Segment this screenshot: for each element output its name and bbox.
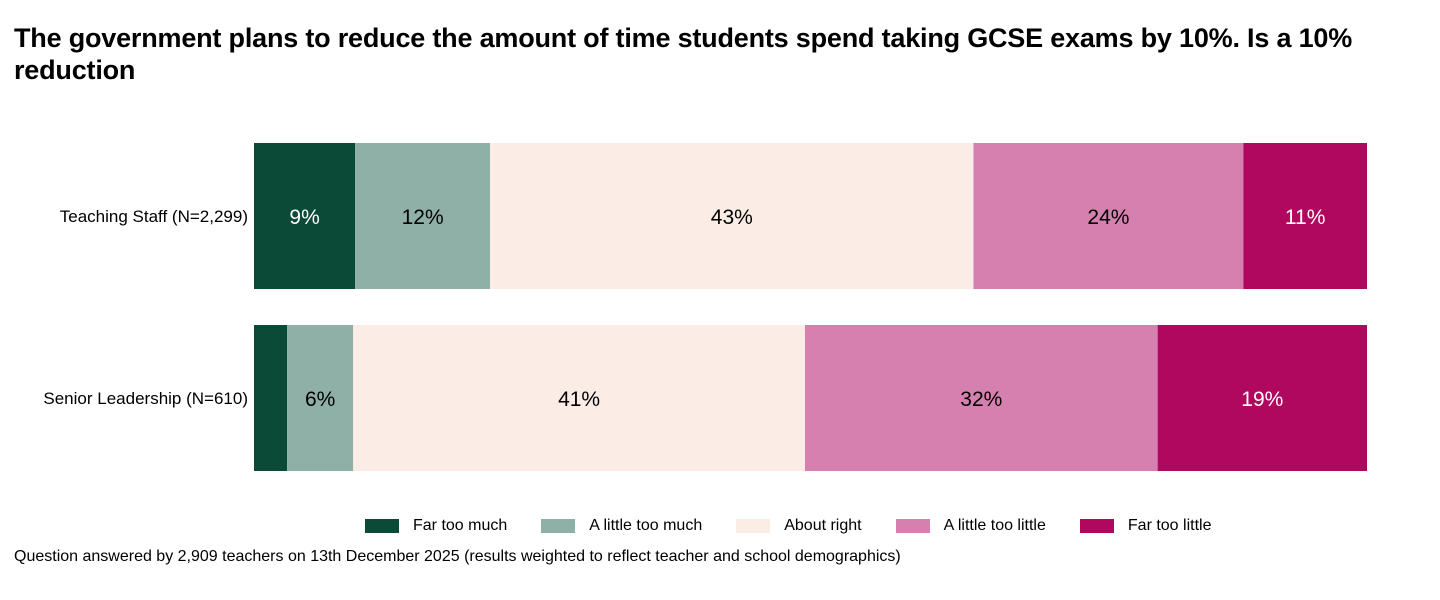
legend-label: Far too little <box>1127 517 1212 534</box>
bar-segment <box>355 143 491 289</box>
legend-label: About right <box>784 517 862 534</box>
data-label: 12% <box>402 206 444 229</box>
data-label: 6% <box>305 388 335 411</box>
legend-label: A little too much <box>589 517 703 534</box>
data-label: 41% <box>558 388 600 411</box>
legend-swatch <box>365 519 399 533</box>
footnote: Question answered by 2,909 teachers on 1… <box>14 548 901 565</box>
bar-segment <box>287 325 354 471</box>
legend-swatch <box>541 519 576 533</box>
bar-segment <box>254 143 356 289</box>
data-label: 32% <box>960 388 1002 411</box>
data-label: 11% <box>1285 206 1325 229</box>
bar-segment <box>490 143 974 289</box>
chart-title: The government plans to reduce the amoun… <box>14 23 1353 85</box>
legend-item: Far too much <box>365 517 507 535</box>
legend-item: Far too little <box>1079 517 1212 535</box>
bar-segment <box>1157 325 1367 471</box>
legend-label: A little too little <box>943 517 1046 534</box>
data-label: 19% <box>1241 388 1283 411</box>
bar-segment <box>353 325 805 471</box>
legend-item: A little too little <box>895 517 1046 535</box>
bar-segment <box>973 143 1244 289</box>
legend-item: A little too much <box>541 517 702 535</box>
legend-item: About right <box>736 517 862 535</box>
bar-segment <box>1243 143 1367 289</box>
category-label: Senior Leadership (N=610) <box>43 389 248 408</box>
legend: Far too much A little too much About right… <box>365 517 1245 535</box>
data-label: 9% <box>289 206 319 229</box>
legend-label: Far too much <box>413 517 508 534</box>
legend-swatch <box>895 519 930 533</box>
legend-swatch <box>1079 519 1114 533</box>
legend-swatch <box>736 519 771 533</box>
bar-segment <box>804 325 1158 471</box>
stacked-bar-chart: Teaching Staff (N=2,299) 9% 12% 43% 24% 11% Se… <box>43 143 1367 471</box>
data-label: 24% <box>1087 206 1129 229</box>
data-label: 43% <box>711 206 753 229</box>
bar-segment <box>254 325 288 471</box>
category-label: Teaching Staff (N=2,299) <box>60 207 248 226</box>
